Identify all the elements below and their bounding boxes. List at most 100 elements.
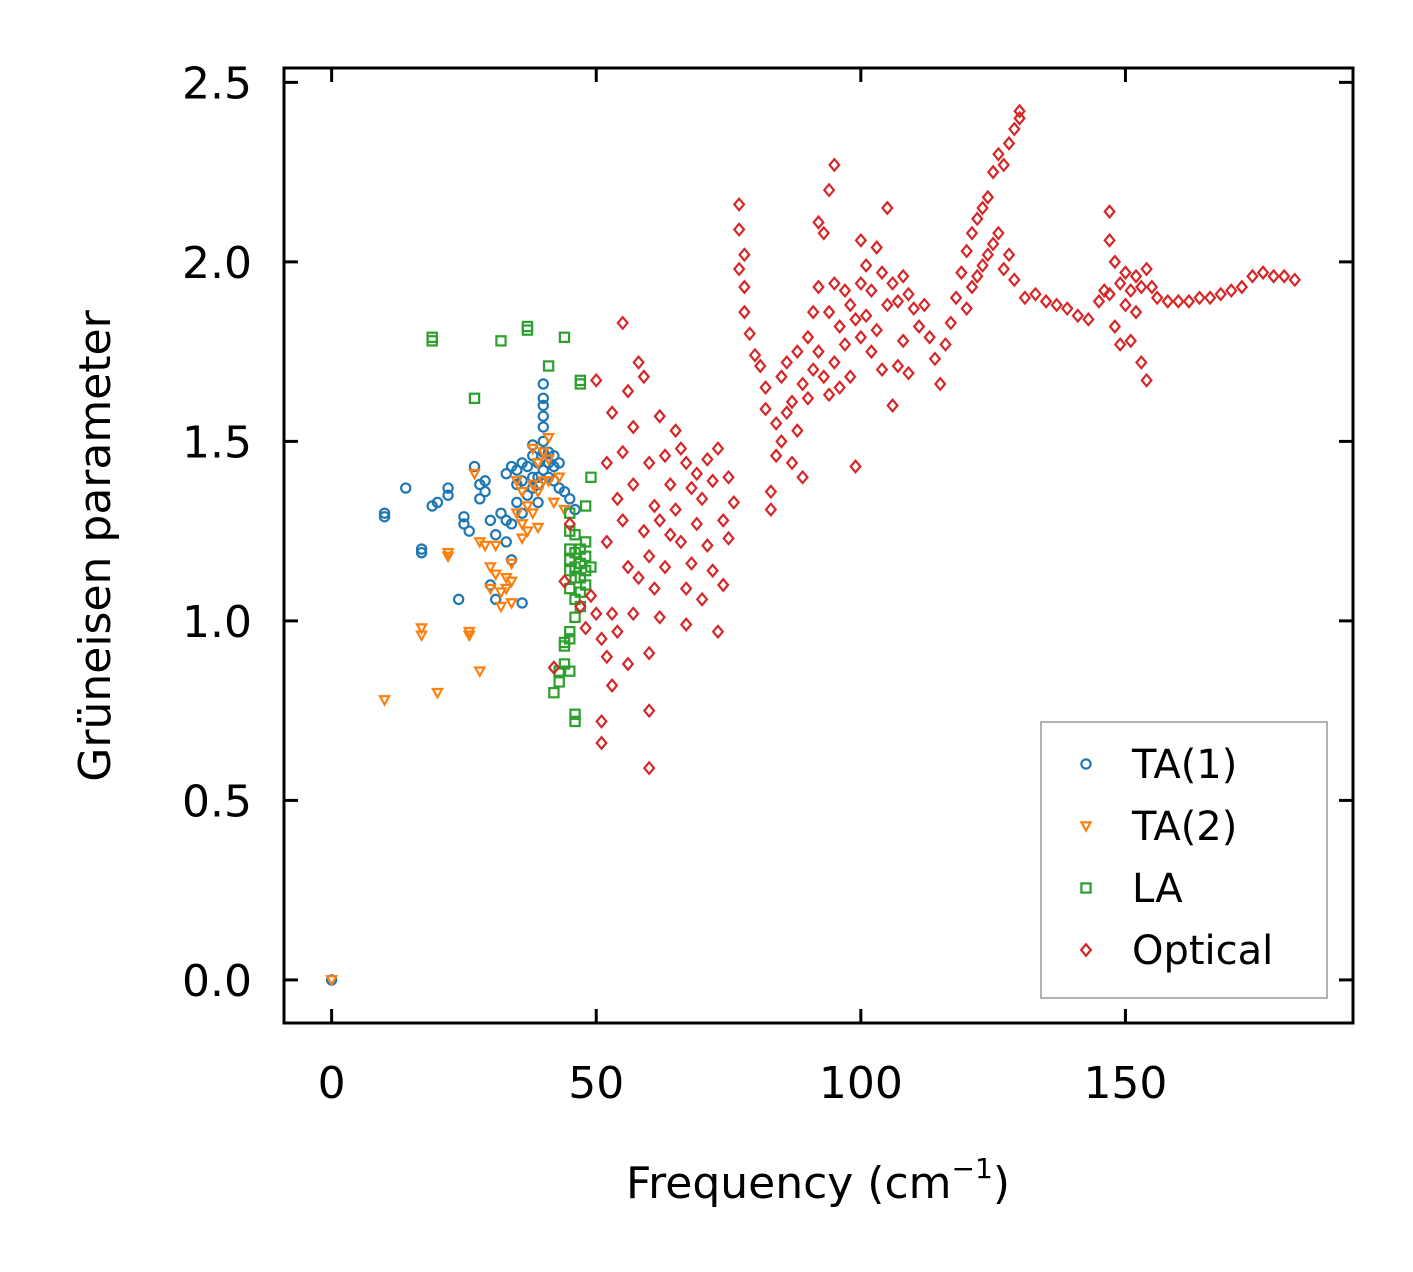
data-point [537,392,550,405]
data-point [690,466,704,482]
data-point [965,279,979,295]
data-point [780,354,794,370]
data-point [1235,279,1249,295]
data-point [1108,254,1122,270]
y-axis-label: Grüneisen parameter [70,309,121,781]
data-point [759,401,772,417]
data-point [531,458,545,470]
data-point [822,387,836,403]
data-point [1002,135,1016,151]
data-point [791,423,804,439]
data-point [870,240,883,255]
data-point [732,222,746,238]
data-point [1145,279,1159,295]
data-point [701,451,714,467]
data-point [658,559,672,575]
data-point [775,369,788,385]
data-point [378,511,391,523]
data-point [415,546,428,559]
data-point [531,486,545,499]
data-point [891,358,905,374]
data-point [468,392,481,405]
data-point [611,624,624,640]
data-point [511,496,523,509]
data-point [483,562,497,574]
data-point [589,372,603,388]
data-point [1008,121,1021,137]
data-point [664,477,677,492]
data-point [838,283,852,299]
data-point [579,550,592,562]
data-point [468,468,481,481]
data-point [621,383,635,399]
data-point [442,482,454,494]
x-axis-label: Frequency (cm−1) [626,1152,1010,1209]
data-point [812,214,825,230]
data-point [569,708,581,720]
data-point [896,333,910,349]
data-point [891,293,905,309]
data-point [748,347,762,363]
data-point [865,344,878,360]
data-point [828,157,841,173]
data-point [505,518,518,530]
data-point [415,630,429,643]
data-point [759,380,772,395]
legend-label: TA(2) [1131,804,1237,850]
data-point [997,261,1010,277]
data-point [520,501,534,513]
data-point [849,311,862,327]
data-point [515,486,529,499]
data-point [531,522,545,535]
data-point [764,502,778,518]
data-point [986,164,1000,180]
data-point [520,526,534,539]
data-point [537,378,550,390]
data-point [970,211,984,227]
data-point [1039,293,1053,309]
data-point [616,315,629,331]
data-point [1129,268,1143,284]
data-point [679,617,693,632]
data-point [1113,275,1127,291]
data-point [822,304,836,320]
data-point [595,713,608,729]
data-point [462,630,476,643]
data-point [537,421,550,433]
data-point [632,354,645,370]
data-point [585,561,597,573]
data-point [553,457,565,469]
data-point [833,380,846,395]
data-point [1013,110,1026,126]
data-point [627,606,640,622]
data-point [1277,268,1291,284]
data-point [378,507,391,519]
data-point [1129,304,1143,320]
data-point [1135,354,1148,370]
y-axis: 0.0 0.5 1.0 1.5 2.0 2.5 [182,58,1353,1007]
data-point [558,331,571,343]
data-point [600,534,614,550]
data-point [923,329,936,345]
data-point [378,695,392,707]
data-point [605,678,619,693]
data-point [711,441,725,457]
data-point [743,326,756,342]
data-point [1060,301,1074,317]
x-tick-label: 50 [568,1058,624,1109]
y-tick-label: 0.0 [182,956,252,1007]
data-point [605,606,619,622]
x-axis-label-superscript: −1 [952,1152,993,1185]
data-point [526,479,540,492]
data-point [479,475,491,487]
data-point [648,581,661,597]
legend-marker [1080,758,1092,770]
data-point [732,196,746,212]
data-point [690,516,704,532]
data-point [605,405,619,421]
data-point [738,247,751,263]
data-point [516,597,528,609]
data-point [558,573,571,589]
data-point [976,200,989,216]
legend-marker [1079,821,1093,833]
